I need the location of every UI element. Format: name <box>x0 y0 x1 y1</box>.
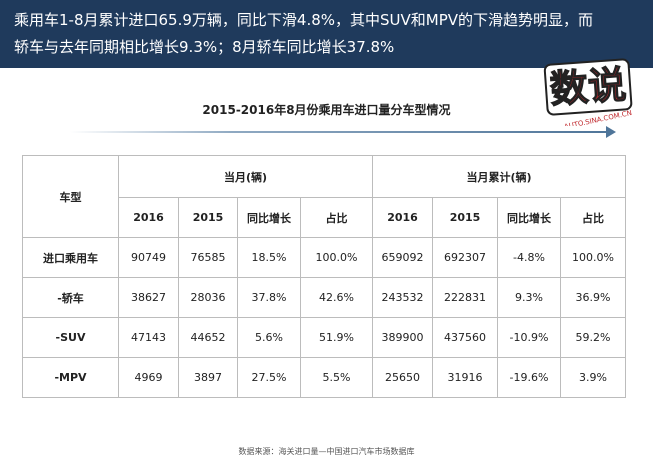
column-header: 同比增长 <box>237 197 301 238</box>
header-band: 乘用车1-8月累计进口65.9万辆，同比下滑4.8%，其中SUV和MPV的下滑趋… <box>0 0 653 68</box>
column-header: 2015 <box>432 197 498 238</box>
column-header: 同比增长 <box>497 197 561 238</box>
header-line: 轿车与去年同期相比增长9.3%；8月轿车同比增长37.8% <box>14 38 395 56</box>
divider-arrow <box>606 126 616 138</box>
table-cell: 659092 <box>372 237 433 278</box>
table-cell: 9.3% <box>497 277 561 318</box>
column-header: 2016 <box>118 197 179 238</box>
table-cell: 31916 <box>432 357 498 398</box>
table-cell: 44652 <box>178 317 238 358</box>
table-cell: 3.9% <box>560 357 626 398</box>
data-table: 车型 当月(辆) 当月累计(辆) 2016 2015 同比增长 占比 2016 2015 同比增长… <box>22 155 626 398</box>
table-row: 进口乘用车 90749 76585 18.5% 100.0% 659092 692307 -4… <box>22 237 626 278</box>
column-header: 2015 <box>178 197 238 238</box>
table-title: 2015-2016年8月份乘用车进口量分车型情况 <box>202 103 451 117</box>
row-label: 进口乘用车 <box>22 237 119 278</box>
table-cell: 5.6% <box>237 317 301 358</box>
table-cell: 38627 <box>118 277 179 318</box>
table-cell: 437560 <box>432 317 498 358</box>
table-row: -MPV 4969 3897 27.5% 5.5% 25650 31916 -19.6% 3.9… <box>22 357 626 398</box>
table-cell: 28036 <box>178 277 238 318</box>
table-cell: 222831 <box>432 277 498 318</box>
table-cell: 27.5% <box>237 357 301 398</box>
logo-text: 数说 <box>549 62 628 111</box>
table-row: -SUV 47143 44652 5.6% 51.9% 389900 437560 -10.9… <box>22 317 626 358</box>
column-header: 2016 <box>372 197 433 238</box>
row-label: -MPV <box>22 357 119 398</box>
table-row: 车型 当月(辆) 当月累计(辆) <box>22 155 626 238</box>
group-header: 当月累计(辆) <box>372 155 626 198</box>
table-cell: -4.8% <box>497 237 561 278</box>
column-header: 占比 <box>300 197 373 238</box>
table-cell: 389900 <box>372 317 433 358</box>
group-header: 当月(辆) <box>118 155 373 198</box>
table-cell: 243532 <box>372 277 433 318</box>
table-cell: 59.2% <box>560 317 626 358</box>
source-note: 数据来源：海关进口量—中国进口汽车市场数据库 <box>238 447 415 456</box>
table-cell: 37.8% <box>237 277 301 318</box>
header-line: 乘用车1-8月累计进口65.9万辆，同比下滑4.8%，其中SUV和MPV的下滑趋… <box>14 11 594 29</box>
table-cell: -10.9% <box>497 317 561 358</box>
divider <box>70 131 610 133</box>
table-cell: 47143 <box>118 317 179 358</box>
table-cell: 51.9% <box>300 317 373 358</box>
table-cell: 36.9% <box>560 277 626 318</box>
table-cell: 692307 <box>432 237 498 278</box>
logo: 数说 AUTO.SINA.COM.CN <box>543 58 633 126</box>
table-cell: 25650 <box>372 357 433 398</box>
table-cell: 76585 <box>178 237 238 278</box>
table-cell: 4969 <box>118 357 179 398</box>
corner-header: 车型 <box>22 155 119 238</box>
column-header: 占比 <box>560 197 626 238</box>
table-cell: 42.6% <box>300 277 373 318</box>
table-row: -轿车 38627 28036 37.8% 42.6% 243532 222831 9.3% 3… <box>22 277 626 318</box>
table-cell: -19.6% <box>497 357 561 398</box>
table-cell: 3897 <box>178 357 238 398</box>
table-cell: 100.0% <box>300 237 373 278</box>
row-label: -轿车 <box>22 277 119 318</box>
table-row: 2016 2015 同比增长 占比 2016 2015 同比增长 占比 <box>23 197 626 238</box>
table-cell: 100.0% <box>560 237 626 278</box>
table-cell: 90749 <box>118 237 179 278</box>
row-label: -SUV <box>22 317 119 358</box>
table-cell: 18.5% <box>237 237 301 278</box>
table-cell: 5.5% <box>300 357 373 398</box>
